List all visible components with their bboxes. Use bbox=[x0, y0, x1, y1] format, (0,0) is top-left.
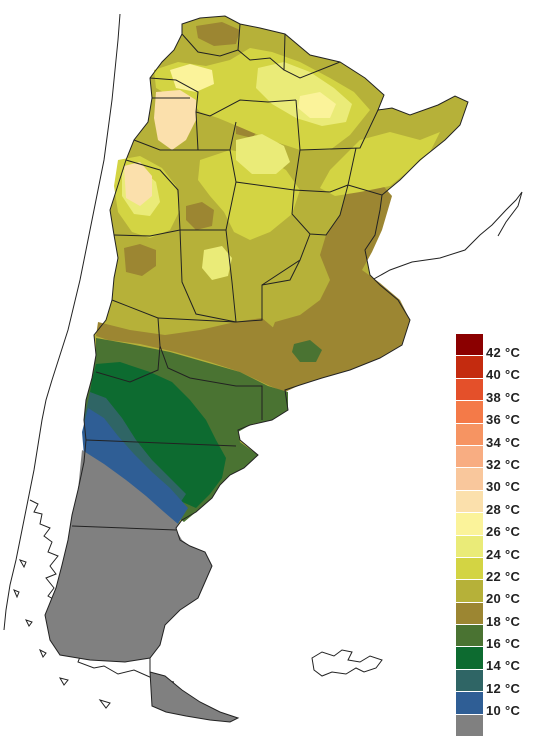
legend-swatch bbox=[456, 401, 483, 424]
zone-30c-west bbox=[124, 162, 152, 206]
legend-row: 40 °C bbox=[456, 356, 536, 382]
temperature-legend: 42 °C 40 °C 38 °C 36 °C 34 °C 32 °C 30 °C 28 °C… bbox=[456, 334, 536, 738]
legend-swatch bbox=[456, 378, 483, 402]
legend-label: 42 °C bbox=[486, 345, 521, 360]
legend-row: 42 °C bbox=[456, 334, 536, 360]
legend-label: 18 °C bbox=[486, 613, 521, 629]
legend-row: 14 °C bbox=[456, 647, 536, 673]
zone-20c-patch-west bbox=[124, 244, 156, 276]
legend-swatch bbox=[456, 356, 483, 379]
legend-swatch bbox=[456, 557, 483, 581]
zone-10c-tierra-del-fuego bbox=[150, 672, 238, 722]
zone-26c-center bbox=[202, 246, 232, 280]
legend-swatch bbox=[456, 445, 483, 469]
legend-label: 12 °C bbox=[486, 680, 521, 696]
legend-label: 22 °C bbox=[486, 568, 521, 584]
zone-30c-catamarca bbox=[154, 90, 196, 150]
legend-row: 34 °C bbox=[456, 423, 536, 450]
legend-swatch bbox=[456, 669, 483, 693]
legend-swatch bbox=[456, 423, 483, 446]
legend-row: 26 °C bbox=[456, 513, 536, 539]
legend-swatch bbox=[456, 490, 483, 514]
uruguay-coast-outline bbox=[371, 191, 523, 281]
legend-label: 30 °C bbox=[486, 479, 521, 495]
legend-swatch bbox=[456, 513, 483, 536]
zone-20c-patch-north bbox=[196, 22, 240, 46]
legend-label: 32 °C bbox=[486, 456, 521, 472]
legend-label: 40 °C bbox=[486, 367, 521, 383]
legend-label: 14 °C bbox=[486, 658, 521, 674]
zone-20c-south bbox=[96, 318, 300, 392]
legend-label: 10 °C bbox=[486, 703, 521, 719]
legend-label: 28 °C bbox=[486, 501, 521, 517]
legend-label: 16 °C bbox=[486, 636, 521, 652]
legend-row: 30 °C bbox=[456, 468, 536, 494]
chile-coast-outline bbox=[3, 13, 121, 631]
legend-label: 24 °C bbox=[486, 546, 521, 562]
falkland-islands bbox=[311, 649, 383, 677]
zone-26c-mid bbox=[236, 134, 290, 174]
legend-swatch bbox=[456, 625, 483, 648]
zone-14c bbox=[84, 392, 186, 506]
legend-row: 32 °C bbox=[456, 445, 536, 472]
zone-20c-northeast bbox=[268, 180, 410, 385]
legend-swatch bbox=[456, 535, 483, 558]
legend-swatch bbox=[456, 468, 483, 491]
legend-row: 24 °C bbox=[456, 535, 536, 562]
legend-row: 20 °C bbox=[456, 580, 536, 606]
zone-28c-north bbox=[170, 64, 214, 92]
zone-10c bbox=[45, 450, 212, 662]
legend-swatch bbox=[456, 714, 483, 738]
zone-12c bbox=[82, 408, 188, 524]
zone-18c-islet bbox=[292, 340, 322, 362]
legend-swatch bbox=[456, 334, 483, 357]
legend-row: 10 °C bbox=[456, 692, 536, 718]
legend-label: 38 °C bbox=[486, 389, 521, 405]
zone-20c-patch-center bbox=[186, 202, 214, 230]
legend-swatch bbox=[456, 580, 483, 603]
legend-label: 20 °C bbox=[486, 591, 521, 607]
legend-row bbox=[456, 714, 536, 738]
legend-swatch bbox=[456, 602, 483, 626]
legend-row: 38 °C bbox=[456, 378, 536, 405]
legend-row: 12 °C bbox=[456, 669, 536, 696]
legend-row: 16 °C bbox=[456, 625, 536, 651]
legend-swatch bbox=[456, 692, 483, 715]
legend-row: 28 °C bbox=[456, 490, 536, 517]
legend-row: 36 °C bbox=[456, 401, 536, 427]
province-boundaries bbox=[44, 15, 469, 723]
legend-row: 18 °C bbox=[456, 602, 536, 629]
zone-24c-chaco bbox=[320, 132, 440, 196]
zone-28c-ne bbox=[298, 92, 336, 118]
legend-label: 26 °C bbox=[486, 524, 521, 540]
coast-small-islands bbox=[13, 559, 111, 709]
legend-swatch bbox=[456, 647, 483, 670]
legend-label: 36 °C bbox=[486, 412, 521, 428]
legend-row: 22 °C bbox=[456, 557, 536, 584]
legend-label: 34 °C bbox=[486, 434, 521, 450]
zone-16c bbox=[86, 362, 226, 508]
